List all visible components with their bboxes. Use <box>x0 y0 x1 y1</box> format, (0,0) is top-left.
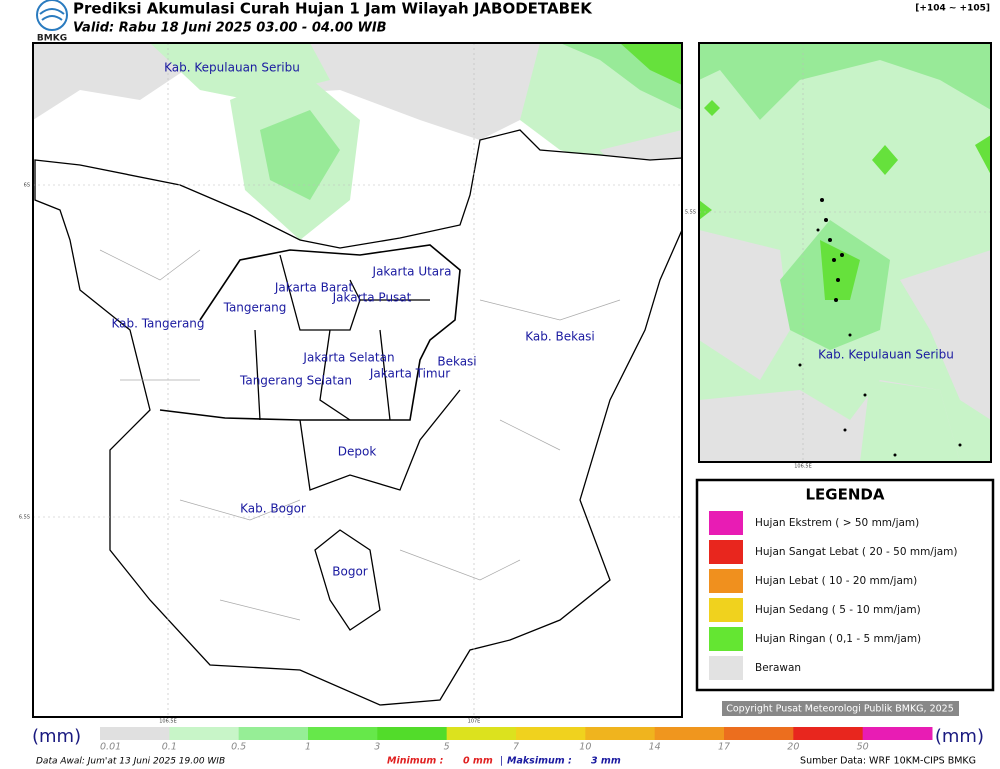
colorbar-segment <box>377 727 448 740</box>
colorbar-tick: 20 <box>787 742 799 753</box>
region-label: Jakarta Selatan <box>302 351 394 365</box>
legend-item: Hujan Lebat ( 10 - 20 mm/jam) <box>755 575 917 587</box>
source: Sumber Data: WRF 10KM-CIPS BMKG <box>800 756 976 767</box>
colorbar-segment <box>446 727 517 740</box>
region-label: Depok <box>338 445 377 459</box>
colorbar-tick: 10 <box>579 742 591 753</box>
region-label: Jakarta Utara <box>372 265 452 279</box>
colorbar-segment <box>724 727 794 740</box>
region-label: Tangerang Selatan <box>239 374 352 388</box>
legend-swatch <box>709 656 743 680</box>
colorbar-tick: 0.5 <box>231 742 246 753</box>
axis-label: 106.5E <box>794 464 811 470</box>
colorbar-tick: 3 <box>374 742 380 753</box>
region-label: Kab. Bogor <box>240 502 306 516</box>
minimum-label: Minimum : <box>387 756 444 767</box>
unit-label: (mm) <box>32 726 81 747</box>
colorbar-tick: 7 <box>513 742 519 753</box>
colorbar-tick: 50 <box>857 742 869 753</box>
legend-swatch <box>709 627 743 651</box>
colorbar-segment <box>654 727 725 740</box>
minimum-value: 0 mm <box>463 756 493 767</box>
extent: [+104 ~ +105] <box>915 4 990 14</box>
unit-label: (mm) <box>935 726 984 747</box>
colorbar-segment <box>516 727 586 740</box>
title: Prediksi Akumulasi Curah Hujan 1 Jam Wil… <box>73 0 593 18</box>
colorbar-segment <box>793 727 864 740</box>
axis-label: 5.5S <box>685 210 696 216</box>
colorbar-tick: 0.01 <box>100 742 121 753</box>
region-label: Kab. Tangerang <box>111 317 204 331</box>
colorbar-tick: 17 <box>718 742 730 753</box>
separator: | <box>500 756 503 767</box>
logo: BMKG <box>36 0 68 44</box>
colorbar-tick: 14 <box>649 742 661 753</box>
main-map: Kab. Kepulauan Seribu Jakarta Utara Jaka… <box>19 42 683 725</box>
legend-item: Hujan Sangat Lebat ( 20 - 50 mm/jam) <box>755 546 958 558</box>
region-label: Bekasi <box>437 355 476 369</box>
axis-label: 6.5S <box>19 515 30 521</box>
axis-label: 6S <box>24 183 30 189</box>
maksimum-value: 3 mm <box>591 756 621 767</box>
legend-swatch <box>709 598 743 622</box>
colorbar-tick: 0.1 <box>162 742 177 753</box>
colorbar-tick: 1 <box>305 742 311 753</box>
data-awal: Data Awal: Jum'at 13 Juni 2025 19.00 WIB <box>36 757 225 767</box>
region-label: Bogor <box>332 565 368 579</box>
colorbar-segment <box>100 727 170 740</box>
region-label: Kab. Kepulauan Seribu <box>818 348 954 362</box>
colorbar: (mm) (mm) 0.01 0.1 0.5 1 3 5 7 10 14 17 20 50 <box>32 726 984 753</box>
legend: LEGENDA Hujan Ekstrem ( > 50 mm/jam) Huja… <box>695 478 995 692</box>
subtitle: Valid: Rabu 18 Juni 2025 03.00 - 04.00 W… <box>73 21 387 36</box>
colorbar-segment <box>169 727 240 740</box>
colorbar-segment <box>308 727 378 740</box>
logo-text: BMKG <box>37 34 67 44</box>
legend-swatch <box>709 511 743 535</box>
colorbar-segment <box>238 727 309 740</box>
legend-item: Hujan Ekstrem ( > 50 mm/jam) <box>755 517 919 529</box>
axis-label: 106.5E <box>159 719 176 725</box>
legend-item: Berawan <box>755 662 801 674</box>
region-label: Jakarta Pusat <box>332 291 412 305</box>
region-label: Kab. Bekasi <box>525 330 595 344</box>
legend-item: Hujan Sedang ( 5 - 10 mm/jam) <box>755 604 921 616</box>
region-label: Jakarta Timur <box>369 367 450 381</box>
colorbar-tick: 5 <box>444 742 450 753</box>
colorbar-segment <box>862 727 933 740</box>
region-label: Jakarta Barat <box>274 281 354 295</box>
axis-label: 107E <box>468 719 481 725</box>
legend-swatch <box>709 569 743 593</box>
region-label: Kab. Kepulauan Seribu <box>164 61 300 75</box>
maksimum-label: Maksimum : <box>507 756 572 767</box>
colorbar-segment <box>585 727 656 740</box>
legend-title: LEGENDA <box>806 486 885 504</box>
copyright: Copyright Pusat Meteorologi Publik BMKG,… <box>726 704 954 715</box>
legend-item: Hujan Ringan ( 0,1 - 5 mm/jam) <box>755 633 921 645</box>
region-label: Tangerang <box>223 301 287 315</box>
inset-map: Kab. Kepulauan Seribu 5.5S 106.5E <box>685 42 992 470</box>
legend-swatch <box>709 540 743 564</box>
